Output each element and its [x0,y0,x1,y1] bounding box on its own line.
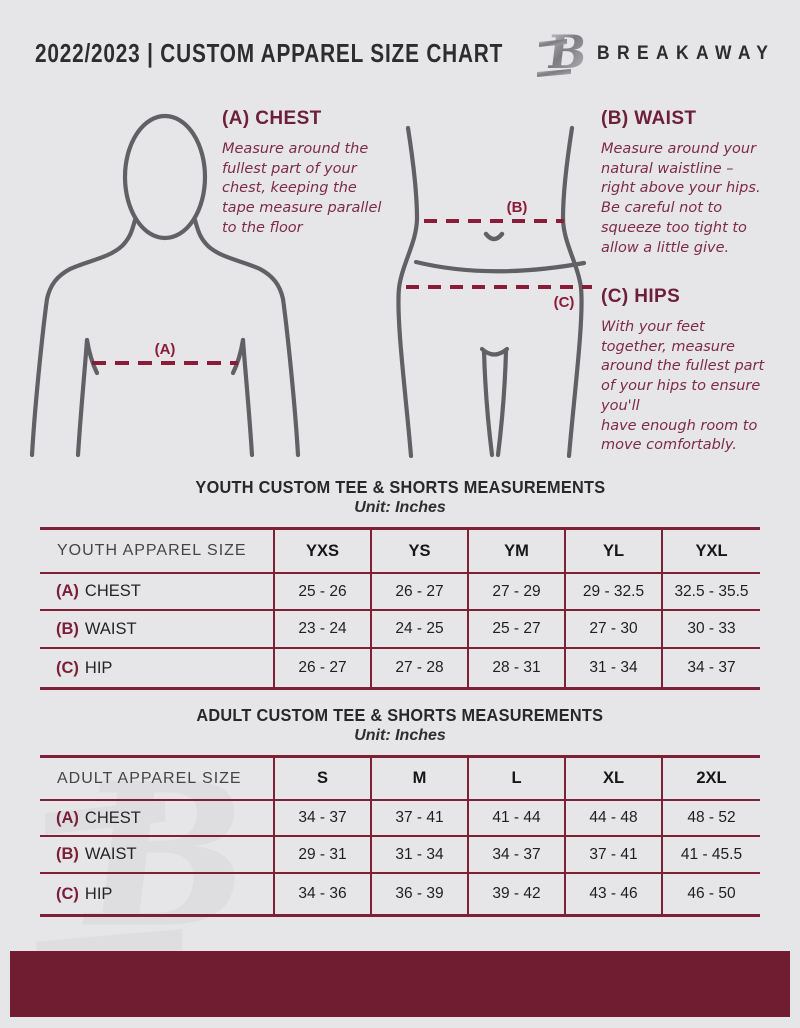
youth-row-label-waist: (B) WAIST [40,611,275,649]
youth-chest-value: 29 - 32.5 [566,574,663,611]
chest-marker-label: (A) [155,341,176,358]
hip-crease-line [413,259,587,274]
adult-column-header: S [275,758,372,801]
youth-chest-value: 32.5 - 35.5 [663,574,760,611]
adult-column-header: XL [566,758,663,801]
youth-size-table: YOUTH APPAREL SIZE YXS YS YM YL YXL (A) … [40,527,760,690]
adult-row-label-hip: (C) HIP [40,874,275,914]
adult-chest-value: 37 - 41 [372,801,469,837]
youth-column-header: YS [372,530,469,574]
youth-hip-value: 26 - 27 [275,649,372,687]
youth-column-header: YXS [275,530,372,574]
youth-waist-value: 24 - 25 [372,611,469,649]
adult-hip-value: 43 - 46 [566,874,663,914]
adult-row-label-waist: (B) WAIST [40,837,275,874]
youth-hip-value: 28 - 31 [469,649,566,687]
youth-row-label-hip: (C) HIP [40,649,275,687]
adult-row-label-chest: (A) CHEST [40,801,275,837]
chest-description: Measure around the fullest part of your … [222,141,382,236]
adult-table-title: ADULT CUSTOM TEE & SHORTS MEASUREMENTS [196,705,604,725]
youth-chest-value: 25 - 26 [275,574,372,611]
hips-marker-label: (C) [554,294,575,311]
adult-column-header: M [372,758,469,801]
watermark-b-monogram-icon: B [36,739,263,971]
adult-waist-value: 37 - 41 [566,837,663,874]
upper-body-figure: (A) [29,113,301,458]
torso-outline [29,113,301,458]
youth-waist-value: 27 - 30 [566,611,663,649]
row-label: WAIST [84,845,137,863]
waist-marker-label: (B) [507,199,528,216]
adult-hip-value: 36 - 39 [372,874,469,914]
adult-chest-value: 44 - 48 [566,801,663,837]
adult-table-unit: Unit: Inches [354,727,446,744]
youth-hip-value: 31 - 34 [566,649,663,687]
brand-name: BREAKAWAY [597,43,776,64]
row-prefix: (B) [56,619,79,638]
row-prefix: (A) [56,808,79,827]
adult-waist-value: 34 - 37 [469,837,566,874]
hips-description: With your feet together, measure around … [601,319,765,454]
adult-hip-value: 34 - 36 [275,874,372,914]
lower-body-figure: (B) (C) [396,125,592,458]
youth-column-header: YXL [663,530,760,574]
adult-column-header: L [469,758,566,801]
youth-table-title: YOUTH CUSTOM TEE & SHORTS MEASUREMENTS [195,477,605,497]
adult-hip-value: 39 - 42 [469,874,566,914]
row-label: WAIST [84,619,137,638]
adult-hip-value: 46 - 50 [687,885,736,902]
youth-size-header-cell: YOUTH APPAREL SIZE [40,530,275,574]
head-outline [122,113,208,241]
chest-heading: (A) CHEST [222,108,322,129]
row-prefix: (A) [56,582,79,600]
youth-waist-value: 25 - 27 [469,611,566,649]
youth-row-label-chest: (A) CHEST [40,574,275,611]
footer-accent-bar [10,951,790,1017]
adult-waist-value: 31 - 34 [372,837,469,874]
youth-waist-value: 30 - 33 [663,611,760,649]
adult-size-header-cell: ADULT APPAREL SIZE [40,758,275,801]
youth-hip-value: 27 - 28 [372,649,469,687]
adult-column-header: 2XL [663,758,760,801]
youth-table-unit: Unit: Inches [354,499,446,516]
hips-heading: (C) HIPS [601,286,681,307]
youth-waist-value: 23 - 24 [275,611,372,649]
youth-chest-value: 26 - 27 [372,574,469,611]
row-prefix: (B) [56,845,79,863]
youth-chest-value: 27 - 29 [469,574,566,611]
row-prefix: (C) [56,884,79,903]
youth-column-header: YM [469,530,566,574]
adult-waist-value: 29 - 31 [275,837,372,874]
page-title: 2022/2023 | CUSTOM APPAREL SIZE CHART [35,38,504,68]
row-label: HIP [84,884,113,903]
adult-chest-value: 34 - 37 [275,801,372,837]
row-label: CHEST [84,582,141,600]
waist-description: Measure around your natural waistline – … [601,141,761,256]
row-label: HIP [84,658,113,677]
adult-chest-value: 41 - 44 [469,801,566,837]
waist-heading: (B) WAIST [601,108,697,129]
adult-size-table: ADULT APPAREL SIZE S M L XL 2XL (A) CHES… [40,755,760,917]
adult-waist-value: 41 - 45.5 [663,837,760,874]
adult-chest-value: 48 - 52 [663,801,760,837]
youth-column-header: YL [566,530,663,574]
row-prefix: (C) [56,658,79,677]
youth-hip-value: 34 - 37 [687,659,736,676]
brand-logo: B BREAKAWAY [537,24,787,80]
breakaway-b-monogram-icon: B [537,25,589,79]
hips-outline [396,125,587,458]
navel [483,231,505,242]
row-label: CHEST [84,808,141,827]
